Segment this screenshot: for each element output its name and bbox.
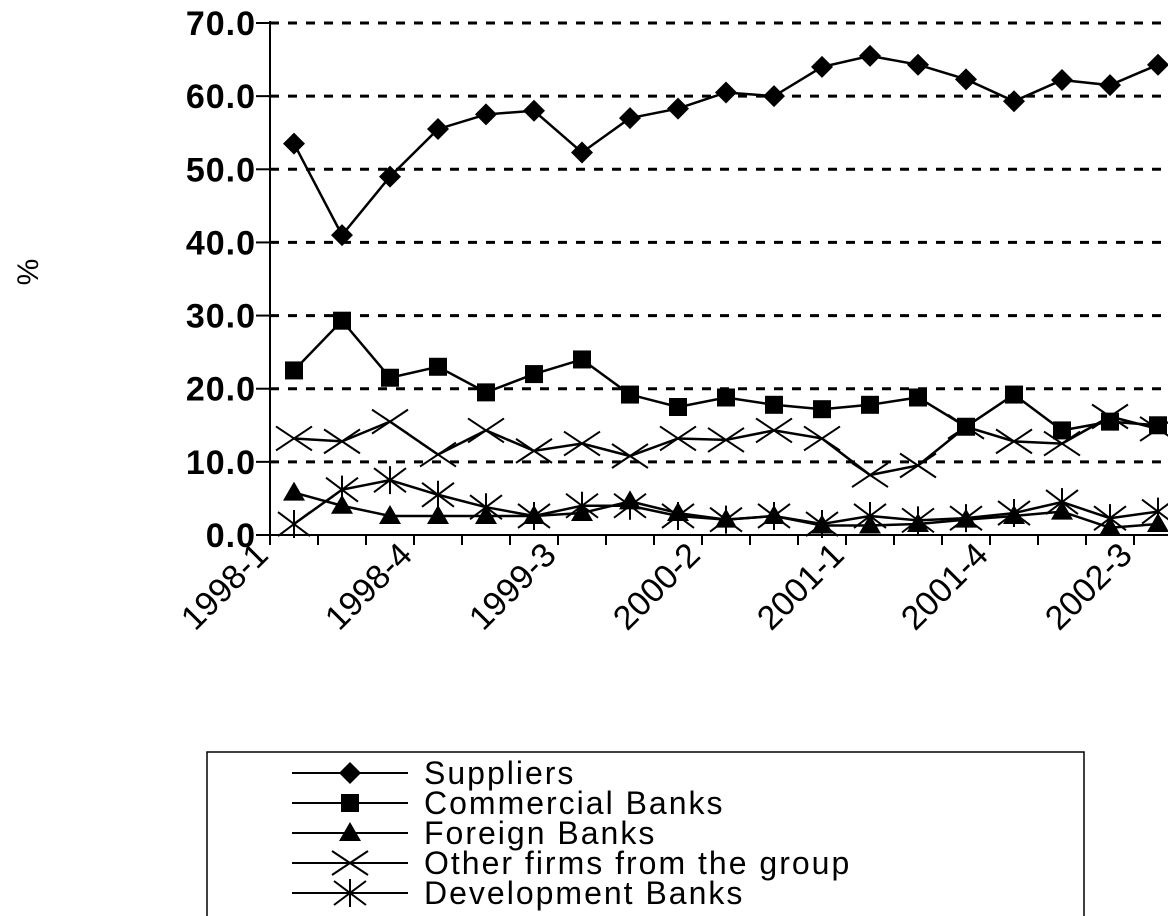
point-0-8 [667,98,689,120]
axes [256,21,1168,545]
point-1-16 [1053,421,1071,439]
series-line-1 [294,321,1158,431]
x-tick-label-1: 1998-4 [318,536,420,638]
y-tick-label-6: 60.0 [186,78,256,116]
point-4-3 [422,481,454,509]
y-tick-label-7: 70.0 [186,5,256,43]
point-1-13 [909,388,927,406]
point-0-12 [859,45,881,67]
x-tick-label-2: 1999-3 [462,536,564,638]
x-tick-label-4: 2001-1 [750,536,852,638]
x-tick-label-6: 2002-3 [1038,536,1140,638]
point-0-9 [715,81,737,103]
point-0-14 [955,68,977,90]
point-1-15 [1005,386,1023,404]
point-1-4 [477,383,495,401]
point-1-3 [429,358,447,376]
x-tick-labels: 1998-1 1998-4 1999-3 2000-2 2001-1 2001-4 2002… [174,536,1140,638]
point-1-2 [381,369,399,387]
y-tick-label-2: 20.0 [186,371,256,409]
point-2-0 [283,482,305,501]
point-4-2 [374,466,406,494]
y-tick-label-1: 10.0 [186,444,256,482]
point-0-16 [1051,69,1073,91]
point-1-8 [669,398,687,416]
point-1-5 [525,365,543,383]
point-1-12 [861,396,879,414]
point-3-2 [372,410,408,434]
point-0-15 [1003,90,1025,112]
point-3-12 [852,463,888,487]
point-0-18 [1147,54,1168,76]
point-1-7 [621,386,639,404]
point-1-10 [765,396,783,414]
point-3-10 [756,418,792,442]
point-0-17 [1099,74,1121,96]
point-3-11 [804,426,840,450]
point-1-0 [285,361,303,379]
point-1-6 [573,350,591,368]
point-3-6 [564,432,600,456]
point-0-10 [763,85,785,107]
y-tick-label-3: 30.0 [186,298,256,336]
point-1-9 [717,388,735,406]
point-3-4 [468,418,504,442]
series-0 [283,45,1168,246]
point-3-5 [516,439,552,463]
point-0-7 [619,107,641,129]
point-1-1 [333,312,351,330]
x-tick-label-5: 2001-4 [894,536,996,638]
legend: SuppliersCommercial BanksForeign BanksOt… [207,752,1084,916]
y-tick-labels: 0.0 10.0 20.0 30.0 40.0 50.0 60.0 70.0 [186,5,256,555]
legend-label-4: Development Banks [424,875,744,911]
point-0-13 [907,54,929,76]
point-0-4 [475,103,497,125]
x-tick-label-3: 2000-2 [606,536,708,638]
series-3 [276,405,1168,488]
series-1 [285,312,1167,440]
series-layer [276,45,1168,538]
point-3-13 [900,454,936,478]
point-4-1 [326,476,358,504]
point-4-0 [278,510,310,538]
y-tick-label-4: 40.0 [186,224,256,262]
point-0-11 [811,56,833,78]
legend-marker-1 [341,794,359,812]
point-1-11 [813,400,831,418]
y-tick-label-5: 50.0 [186,151,256,189]
point-3-7 [612,444,648,468]
y-axis-label: % [12,259,45,286]
point-0-0 [283,133,305,155]
